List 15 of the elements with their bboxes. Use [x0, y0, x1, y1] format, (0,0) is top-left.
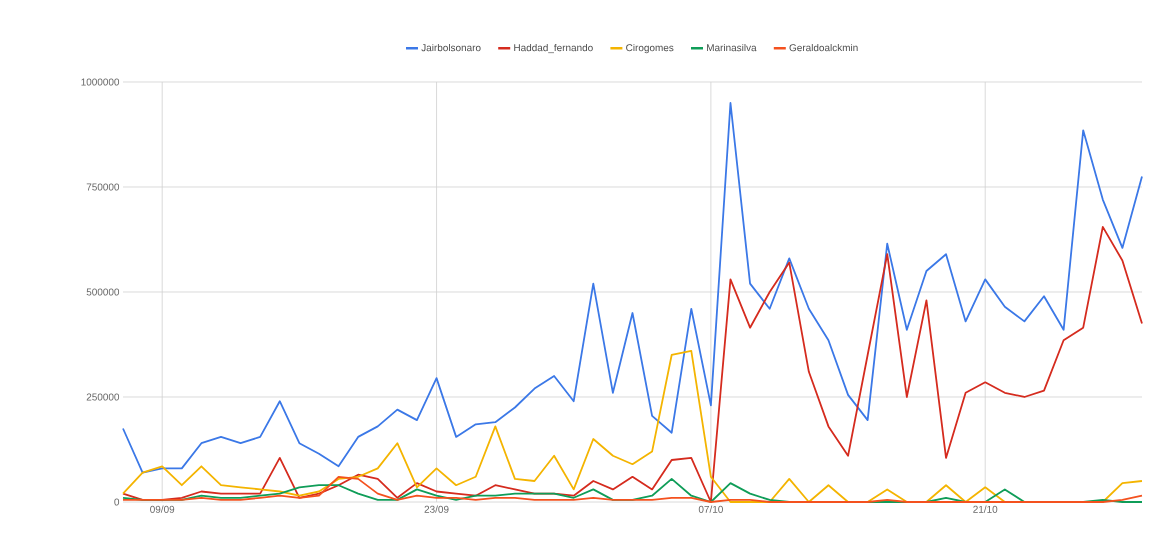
legend-label: Jairbolsonaro [421, 43, 481, 52]
x-tick-label: 23/09 [424, 505, 449, 513]
legend-label: Haddad_fernando [514, 43, 593, 54]
legend-label: Cirogomes [626, 43, 674, 54]
y-tick-label: 750000 [86, 183, 120, 191]
line-series [122, 102, 1143, 474]
legend-label: Marinasilva [707, 43, 757, 52]
y-tick-label: 250000 [86, 393, 120, 401]
x-tick-label: 21/10 [973, 505, 998, 513]
y-tick-label: 0 [114, 498, 120, 506]
y-tick-label: 1000000 [81, 78, 120, 86]
x-tick-label: 09/09 [150, 505, 175, 513]
y-tick-label: 500000 [86, 288, 120, 296]
x-tick-label: 07/10 [698, 505, 723, 513]
legend-label: Geraldoalckmin [789, 43, 858, 52]
